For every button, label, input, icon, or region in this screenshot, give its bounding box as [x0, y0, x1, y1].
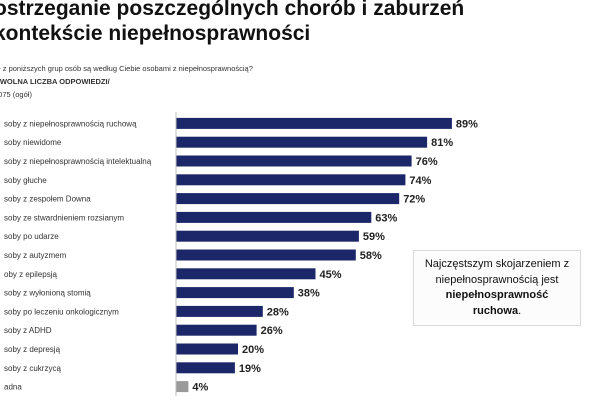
bar [176, 211, 372, 223]
value-label: 74% [409, 175, 431, 187]
value-label: 81% [431, 137, 453, 149]
bar [176, 305, 263, 317]
callout-text: Najczęstszym skojarzeniem z niepełnospra… [422, 257, 572, 319]
bar [176, 381, 189, 393]
category-label: soby po udarze [4, 232, 59, 241]
category-label: soby z ADHD [4, 326, 52, 335]
bar [176, 268, 316, 280]
question-text: re z poniższych grup osób są według Cieb… [0, 64, 253, 73]
title-line-2: kontekście niepełnosprawności [0, 22, 311, 45]
value-label: 38% [298, 288, 320, 300]
category-label: soby z zespołem Downa [4, 195, 91, 204]
value-label: 45% [320, 269, 342, 281]
category-label: soby z cukrzycą [4, 364, 61, 373]
value-label: 59% [363, 231, 385, 243]
value-label: 26% [261, 325, 283, 337]
title-line-1: ostrzeganie poszczególnych chorób i zabu… [0, 0, 465, 20]
category-label: soby głuche [4, 176, 47, 185]
category-label: soby po leczeniu onkologicznym [4, 307, 119, 316]
value-label: 76% [416, 156, 438, 168]
category-label: soby z depresją [4, 345, 61, 354]
category-label: soby ze stwardnieniem rozsianym [4, 213, 124, 222]
bar [176, 287, 294, 299]
question-instruction: OWOLNA LICZBA ODPOWIEDZI/ [0, 77, 110, 86]
page-title: ostrzeganie poszczególnych chorób i zabu… [0, 0, 464, 46]
category-label: soby z niepełnosprawnością intelektualną [4, 157, 152, 166]
bar [176, 343, 238, 355]
bar [176, 193, 400, 205]
value-label: 20% [242, 344, 264, 356]
callout-text-after: . [518, 304, 522, 317]
survey-question: re z poniższych grup osób są według Cieb… [0, 62, 253, 101]
bar [176, 362, 235, 374]
value-label: 4% [192, 382, 208, 394]
callout-text-bold: niepełnosprawność ruchowa [445, 289, 549, 317]
value-label: 72% [403, 194, 425, 206]
bar [176, 117, 452, 129]
callout-box: Najczęstszym skojarzeniem z niepełnospra… [413, 250, 581, 326]
callout-text-before: Najczęstszym skojarzeniem z niepełnospra… [424, 258, 570, 286]
category-label: soby z wyłonioną stomią [4, 289, 91, 298]
bar [176, 324, 257, 336]
bar [176, 249, 356, 261]
category-label: soby niewidome [4, 138, 62, 147]
value-label: 63% [375, 212, 397, 224]
category-label: adna [4, 383, 22, 392]
value-label: 58% [360, 250, 382, 262]
bar [176, 155, 412, 167]
question-base: 1075 (ogół) [0, 90, 32, 99]
bar [176, 174, 406, 186]
value-label: 19% [239, 363, 261, 375]
category-label: soby z niepełnosprawnością ruchową [4, 119, 137, 128]
category-label: soby z autyzmem [4, 251, 67, 260]
bar-chart: soby z niepełnosprawnością ruchową 89% sob… [4, 112, 478, 396]
value-label: 89% [456, 118, 478, 130]
category-label: oby z epilepsją [4, 270, 57, 279]
bar [176, 136, 428, 148]
value-label: 28% [267, 306, 289, 318]
bar [176, 230, 359, 242]
